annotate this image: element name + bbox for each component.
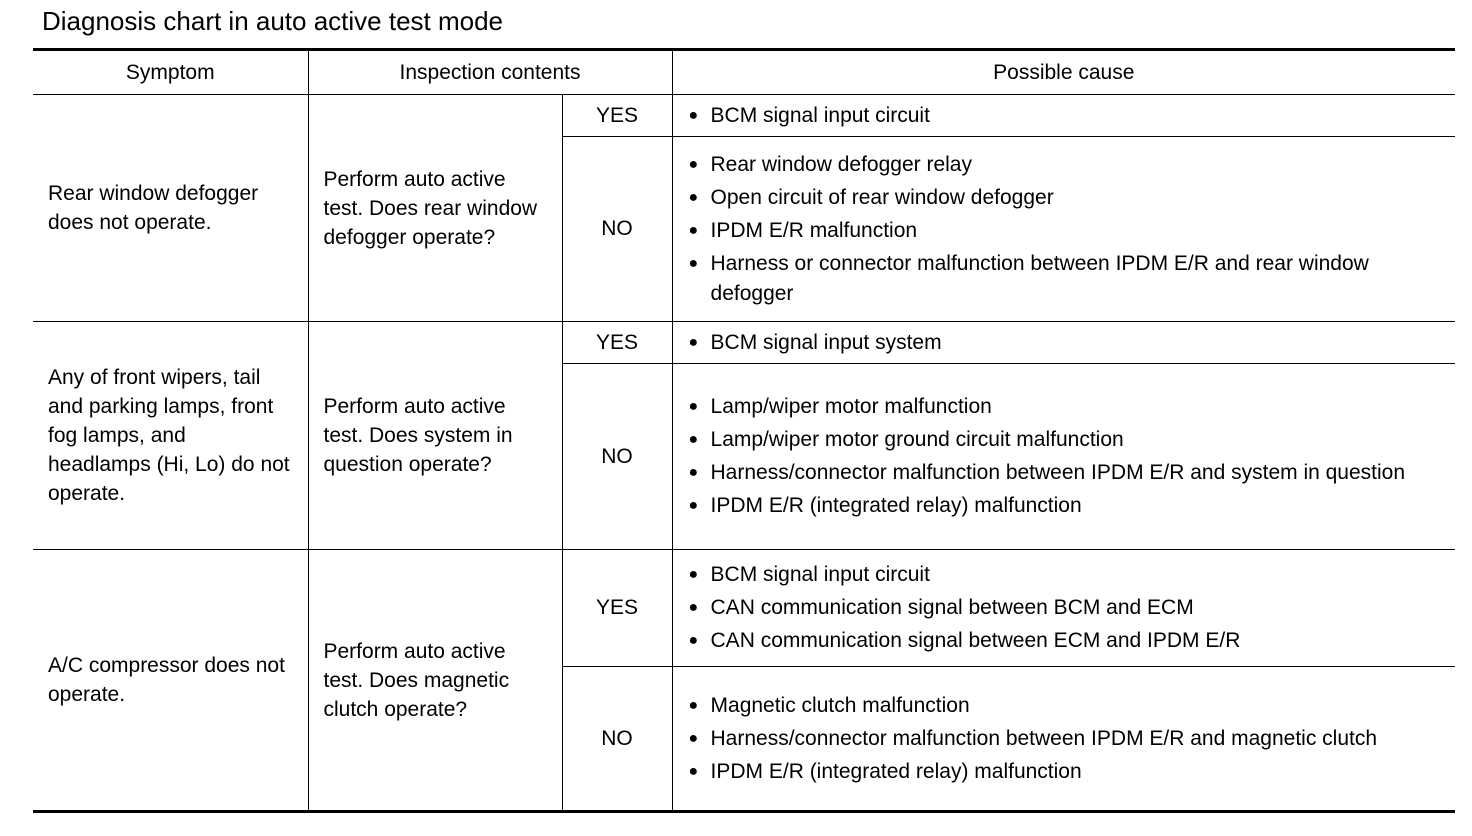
cause-item: ● IPDM E/R (integrated relay) malfunction	[689, 491, 1446, 521]
header-symptom: Symptom	[33, 49, 309, 95]
bullet-icon: ●	[688, 762, 699, 780]
cause-item: ● Harness or connector malfunction betwee…	[689, 249, 1446, 309]
cause-text: BCM signal input system	[710, 330, 942, 354]
cause-text: CAN communication signal between BCM and…	[710, 596, 1194, 619]
yes-label: YES	[561, 321, 673, 364]
table-row: Any of front wipers, tail and parking la…	[33, 321, 1456, 550]
no-label: NO	[562, 136, 673, 322]
table-row: NO ● Rear window defogger relay ● Open circu…	[33, 136, 1456, 322]
cause-text: Harness or connector malfunction between…	[710, 251, 1369, 305]
bullet-icon: ●	[688, 106, 699, 124]
diagnosis-table: Symptom Inspection contents Possible cau…	[33, 48, 1456, 813]
bullet-icon: ●	[688, 398, 699, 415]
bullet-icon: ●	[688, 333, 699, 351]
bullet-icon: ●	[688, 497, 699, 514]
cause-item: ● Rear window defogger relay	[689, 150, 1446, 180]
cause-text: Lamp/wiper motor malfunction	[710, 395, 992, 418]
cause-item: ● CAN communication signal between BCM an…	[689, 593, 1446, 623]
no-label: NO	[562, 666, 673, 812]
cause-item: ● Harness/connector malfunction between I…	[689, 724, 1446, 754]
causes-cell: ● BCM signal input circuit ● CAN communicat…	[671, 549, 1456, 667]
cause-text: Magnetic clutch malfunction	[710, 693, 970, 717]
cause-item: ● IPDM E/R malfunction	[689, 216, 1446, 246]
cause-item: ● Harness/connector malfunction between I…	[689, 458, 1446, 488]
bullet-icon: ●	[688, 254, 699, 272]
bullet-icon: ●	[688, 729, 699, 747]
symptom-cell: A/C compressor does not operate.	[33, 549, 309, 812]
bullet-icon: ●	[688, 599, 699, 616]
bullet-icon: ●	[688, 464, 699, 481]
cause-text: IPDM E/R malfunction	[710, 218, 918, 242]
cause-text: BCM signal input circuit	[710, 103, 930, 127]
symptom-cell: Any of front wipers, tail and parking la…	[33, 321, 309, 550]
causes-cell: ● BCM signal input system	[671, 321, 1456, 364]
table-row: A/C compressor does not operate. Perform …	[33, 549, 1456, 812]
cause-item: ● BCM signal input circuit	[689, 560, 1446, 590]
cause-item: ● Lamp/wiper motor ground circuit malfunc…	[689, 425, 1446, 455]
bullet-icon: ●	[688, 632, 699, 649]
cause-item: ● Magnetic clutch malfunction	[689, 691, 1446, 721]
causes-cell: ● Lamp/wiper motor malfunction ● Lamp/wiper…	[671, 363, 1456, 550]
cause-text: BCM signal input circuit	[710, 563, 930, 586]
cause-text: CAN communication signal between ECM and…	[710, 629, 1241, 652]
cause-item: ● BCM signal input system	[689, 328, 1446, 358]
header-cause: Possible cause	[671, 49, 1456, 95]
causes-cell: ● BCM signal input circuit	[671, 94, 1456, 137]
cause-item: ● Lamp/wiper motor malfunction	[689, 392, 1446, 422]
bullet-icon: ●	[688, 566, 699, 583]
cause-text: Harness/connector malfunction between IP…	[710, 726, 1378, 750]
bullet-icon: ●	[688, 155, 699, 173]
cause-text: Rear window defogger relay	[710, 152, 972, 176]
cause-text: IPDM E/R (integrated relay) malfunction	[710, 494, 1082, 517]
inspection-cell: Perform auto active test. Does system in…	[307, 321, 563, 550]
cause-text: IPDM E/R (integrated relay) malfunction	[710, 759, 1082, 783]
table-row: NO ● Lamp/wiper motor malfunction ● Lamp/wip…	[33, 363, 1456, 550]
table-row: Rear window defogger does not operate. Pe…	[33, 94, 1456, 322]
header-row: Symptom Inspection contents Possible cau…	[33, 49, 1456, 95]
inspection-cell: Perform auto active test. Does rear wind…	[307, 94, 563, 322]
inspection-cell: Perform auto active test. Does magnetic …	[307, 549, 563, 812]
page-title: Diagnosis chart in auto active test mode	[42, 6, 504, 36]
table-row: NO ● Magnetic clutch malfunction ● Harness/c…	[33, 666, 1456, 812]
symptom-cell: Rear window defogger does not operate.	[33, 94, 309, 322]
no-label: NO	[562, 363, 673, 550]
bullet-icon: ●	[688, 696, 699, 714]
cause-text: Open circuit of rear window defogger	[710, 185, 1054, 209]
bullet-icon: ●	[688, 188, 699, 206]
bullet-icon: ●	[688, 431, 699, 448]
cause-item: ● BCM signal input circuit	[689, 101, 1446, 131]
cause-item: ● IPDM E/R (integrated relay) malfunction	[689, 757, 1446, 787]
header-inspection: Inspection contents	[307, 49, 673, 95]
causes-cell: ● Rear window defogger relay ● Open circuit…	[671, 136, 1456, 322]
causes-cell: ● Magnetic clutch malfunction ● Harness/con…	[671, 666, 1456, 812]
cause-text: Harness/connector malfunction between IP…	[710, 461, 1406, 484]
bullet-icon: ●	[688, 221, 699, 239]
yes-label: YES	[561, 94, 673, 137]
cause-text: Lamp/wiper motor ground circuit malfunct…	[710, 428, 1124, 451]
cause-item: ● Open circuit of rear window defogger	[689, 183, 1446, 213]
yes-label: YES	[561, 549, 673, 667]
cause-item: ● CAN communication signal between ECM an…	[689, 626, 1446, 656]
